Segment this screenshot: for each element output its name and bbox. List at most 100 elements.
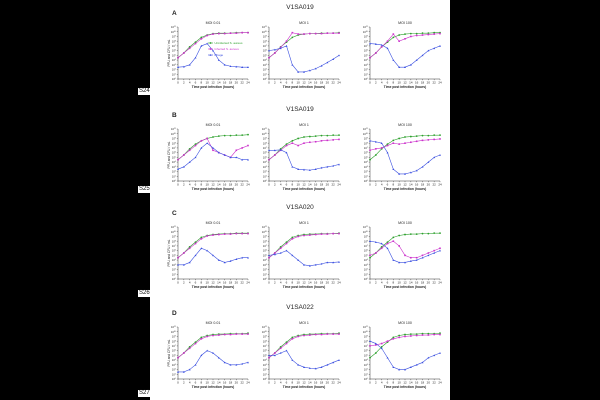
data-point-phage [369, 139, 371, 142]
y-tick-label: 108 [172, 141, 176, 145]
data-point-infected [404, 142, 406, 144]
data-point-infected [338, 138, 340, 141]
x-tick-label: 10 [296, 280, 300, 284]
x-tick-label: 4 [189, 182, 191, 186]
y-tick-exponent: 5 [175, 54, 176, 56]
data-point-uninfected [398, 234, 401, 237]
data-point-uninfected [291, 36, 294, 39]
x-tick-label: 0 [177, 380, 179, 384]
x-tick-label: 16 [223, 80, 227, 84]
data-point-infected [439, 138, 441, 140]
x-tick-label: 14 [217, 80, 221, 84]
data-point-phage [247, 256, 249, 259]
data-point-uninfected [194, 143, 197, 146]
data-point-uninfected [404, 333, 406, 336]
series-line-uninfected [177, 32, 248, 58]
y-tick-label: 106 [172, 151, 176, 155]
data-point-phage [177, 66, 179, 68]
y-tick-exponent: 3 [266, 64, 267, 66]
x-tick-label: 6 [387, 280, 389, 284]
x-tick-label: 18 [320, 182, 324, 186]
y-tick-label: 100 [172, 179, 176, 183]
y-tick-label: 109 [364, 137, 368, 141]
data-point-phage [291, 165, 294, 168]
series-line-uninfected [369, 232, 440, 258]
data-point-phage [404, 66, 406, 68]
panel-title-2: MOI 100 [398, 21, 412, 25]
data-point-phage [188, 368, 191, 371]
data-point-infected [380, 247, 383, 250]
data-point-infected [285, 342, 288, 345]
y-tick-exponent: 11 [265, 128, 267, 130]
data-point-phage [332, 58, 335, 60]
data-point-uninfected [404, 233, 406, 236]
data-point-infected [247, 31, 249, 34]
y-tick-label: 107 [263, 344, 267, 348]
data-point-infected [398, 245, 400, 247]
chart-panel-9: MOI 0.0110010110210310410510610710810910… [167, 321, 250, 389]
y-tick-exponent: 9 [266, 36, 267, 38]
y-tick-label: 1010 [262, 330, 267, 334]
y-tick-label: 101 [172, 174, 176, 178]
x-tick-label: 0 [268, 280, 270, 284]
data-point-infected [369, 254, 371, 257]
data-point-infected [404, 254, 406, 257]
x-tick-label: 0 [268, 182, 270, 186]
x-tick-label: 4 [381, 280, 383, 284]
data-point-uninfected [200, 336, 203, 339]
data-point-infected [427, 139, 430, 141]
x-tick-label: 0 [369, 80, 371, 84]
x-tick-label: 4 [280, 182, 282, 186]
data-point-infected [241, 333, 243, 335]
x-tick-label: 24 [438, 380, 442, 384]
y-tick-exponent: 4 [367, 359, 368, 361]
x-tick-label: 16 [415, 380, 419, 384]
x-tick-label: 6 [387, 182, 389, 186]
y-tick-exponent: 1 [266, 373, 267, 375]
data-point-phage [398, 66, 401, 68]
y-axis-label: PFU and CFU / mL [167, 239, 171, 266]
data-point-phage [392, 366, 395, 368]
x-tick-label: 2 [375, 182, 377, 186]
data-point-infected [439, 32, 441, 35]
series-line-uninfected [369, 134, 440, 160]
data-point-infected [177, 256, 179, 259]
series-line-uninfected [177, 232, 248, 258]
data-point-phage [229, 65, 232, 68]
data-point-uninfected [369, 158, 371, 161]
y-tick-label: 105 [364, 253, 368, 257]
y-tick-exponent: 5 [367, 54, 368, 56]
chart-panel-11: MOI 100100101102103104105106107108109101… [363, 321, 442, 389]
x-tick-label: 22 [432, 182, 436, 186]
data-point-infected [375, 344, 377, 346]
data-point-phage [212, 254, 214, 257]
y-tick-label: 109 [172, 137, 176, 141]
y-tick-label: 1010 [171, 230, 176, 234]
panel-title-5: MOI 100 [398, 123, 412, 127]
data-point-infected [188, 247, 191, 250]
data-point-phage [229, 260, 232, 262]
y-tick-exponent: 3 [367, 64, 368, 66]
data-point-infected [194, 42, 197, 45]
y-tick-exponent: 1 [367, 175, 368, 177]
x-tick-label: 6 [286, 280, 288, 284]
y-tick-exponent: 3 [266, 166, 267, 168]
y-tick-label: 108 [172, 39, 176, 43]
data-point-phage [433, 252, 436, 254]
y-tick-label: 104 [263, 58, 267, 62]
x-axis-label: Time post infection (hours) [283, 285, 325, 289]
y-tick-label: 108 [364, 239, 368, 243]
y-tick-exponent: 3 [175, 166, 176, 168]
data-point-infected [212, 334, 214, 337]
y-tick-exponent: 10 [366, 133, 368, 135]
data-point-infected [223, 233, 226, 235]
data-point-infected [303, 142, 305, 144]
y-tick-label: 103 [364, 63, 368, 67]
data-point-uninfected [415, 32, 418, 35]
data-point-phage [291, 359, 294, 361]
data-point-infected [206, 137, 208, 140]
data-point-phage [308, 367, 311, 369]
data-point-uninfected [308, 135, 311, 138]
data-point-uninfected [380, 345, 383, 348]
data-point-infected [309, 32, 311, 35]
